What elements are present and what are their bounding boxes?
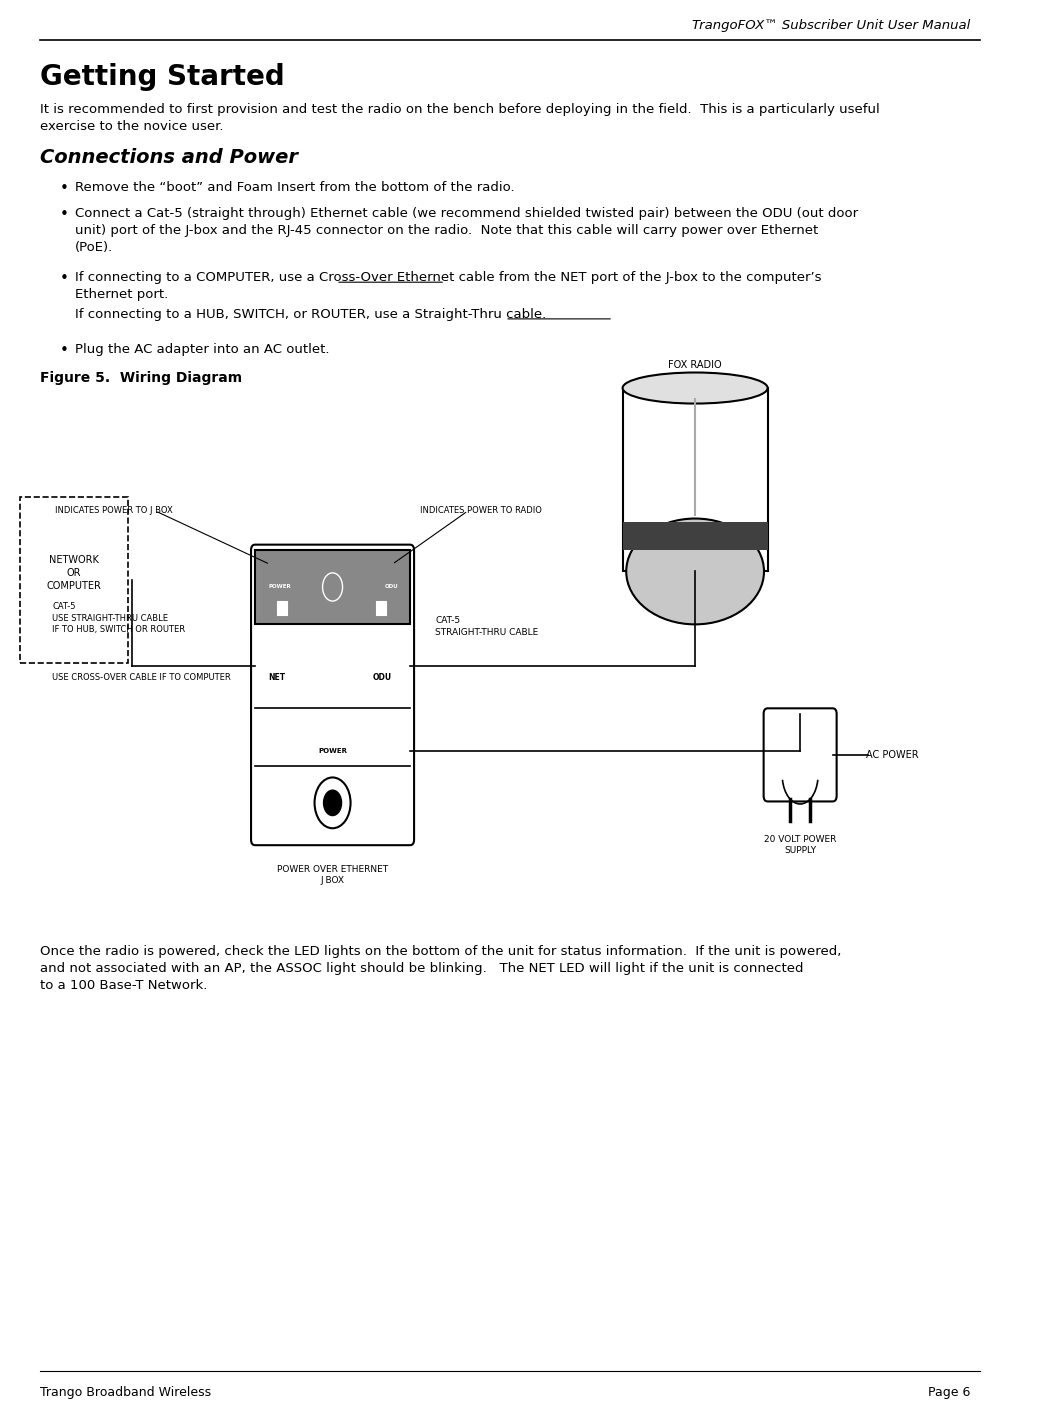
Bar [622, 388, 768, 571]
Text: •: • [60, 207, 69, 223]
Bar [255, 550, 410, 624]
Text: USE CROSS-OVER CABLE IF TO COMPUTER: USE CROSS-OVER CABLE IF TO COMPUTER [52, 673, 231, 682]
Text: Remove the “boot” and Foam Insert from the bottom of the radio.: Remove the “boot” and Foam Insert from t… [75, 181, 515, 193]
Text: CAT-5
USE STRAIGHT-THRU CABLE
IF TO HUB, SWITCH OR ROUTER: CAT-5 USE STRAIGHT-THRU CABLE IF TO HUB,… [52, 602, 185, 634]
Ellipse shape [627, 518, 764, 624]
Ellipse shape [622, 373, 768, 404]
Text: It is recommended to first provision and test the radio on the bench before depl: It is recommended to first provision and… [40, 103, 880, 133]
Bar [277, 601, 287, 615]
Text: If connecting to a COMPUTER, use a Cross-Over Ethernet cable from the NET port o: If connecting to a COMPUTER, use a Cross… [75, 271, 822, 301]
Text: ODU: ODU [384, 584, 398, 590]
Bar [622, 522, 768, 550]
Text: Trango Broadband Wireless: Trango Broadband Wireless [40, 1386, 211, 1398]
FancyBboxPatch shape [764, 708, 837, 801]
Text: •: • [60, 181, 69, 196]
Text: •: • [60, 271, 69, 286]
Bar [376, 601, 386, 615]
Text: NET: NET [268, 673, 286, 682]
Text: AC POWER: AC POWER [866, 749, 919, 761]
Text: If connecting to a HUB, SWITCH, or ROUTER, use a Straight-Thru cable.: If connecting to a HUB, SWITCH, or ROUTE… [75, 308, 546, 320]
Bar [20, 497, 128, 663]
Text: POWER OVER ETHERNET
J BOX: POWER OVER ETHERNET J BOX [277, 865, 388, 885]
Text: Getting Started: Getting Started [40, 63, 285, 92]
Text: Plug the AC adapter into an AC outlet.: Plug the AC adapter into an AC outlet. [75, 343, 329, 356]
Text: INDICATES POWER TO RADIO: INDICATES POWER TO RADIO [420, 507, 542, 515]
FancyBboxPatch shape [251, 545, 414, 845]
Text: CAT-5
STRAIGHT-THRU CABLE: CAT-5 STRAIGHT-THRU CABLE [435, 617, 538, 636]
Text: NETWORK
OR
COMPUTER: NETWORK OR COMPUTER [46, 555, 101, 591]
Text: POWER: POWER [318, 748, 347, 753]
Text: Figure 5.  Wiring Diagram: Figure 5. Wiring Diagram [40, 371, 243, 385]
Text: FOX RADIO: FOX RADIO [668, 360, 722, 370]
Text: ODU: ODU [372, 673, 391, 682]
Text: Once the radio is powered, check the LED lights on the bottom of the unit for st: Once the radio is powered, check the LED… [40, 945, 842, 992]
Text: Page 6: Page 6 [927, 1386, 971, 1398]
Text: •: • [60, 343, 69, 358]
Bar [255, 550, 410, 624]
Text: 20 VOLT POWER
SUPPLY: 20 VOLT POWER SUPPLY [764, 835, 837, 855]
Text: TrangoFOX™ Subscriber Unit User Manual: TrangoFOX™ Subscriber Unit User Manual [692, 20, 971, 32]
Text: Connections and Power: Connections and Power [40, 148, 298, 166]
Text: POWER: POWER [268, 584, 291, 590]
Circle shape [324, 790, 342, 816]
Text: INDICATES POWER TO J BOX: INDICATES POWER TO J BOX [55, 507, 173, 515]
Text: Connect a Cat-5 (straight through) Ethernet cable (we recommend shielded twisted: Connect a Cat-5 (straight through) Ether… [75, 207, 858, 254]
